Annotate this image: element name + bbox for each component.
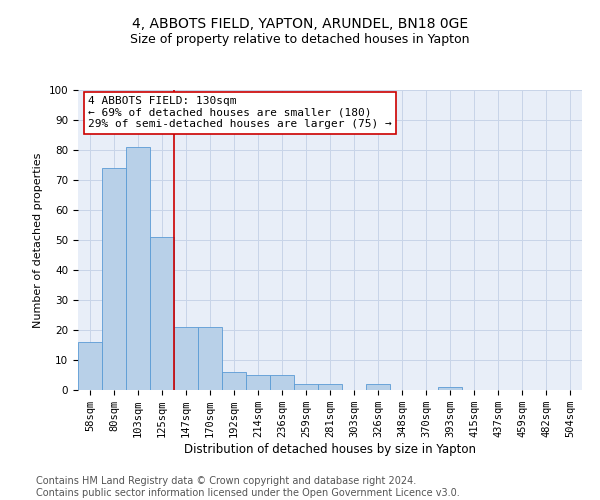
Bar: [294, 384, 318, 390]
Bar: [126, 147, 150, 390]
Bar: [174, 327, 198, 390]
Y-axis label: Number of detached properties: Number of detached properties: [33, 152, 43, 328]
Text: Contains HM Land Registry data © Crown copyright and database right 2024.
Contai: Contains HM Land Registry data © Crown c…: [36, 476, 460, 498]
Bar: [222, 372, 246, 390]
Bar: [366, 384, 390, 390]
Bar: [102, 168, 126, 390]
Bar: [318, 384, 342, 390]
Bar: [438, 387, 462, 390]
Bar: [78, 342, 102, 390]
Bar: [270, 375, 294, 390]
Text: 4 ABBOTS FIELD: 130sqm
← 69% of detached houses are smaller (180)
29% of semi-de: 4 ABBOTS FIELD: 130sqm ← 69% of detached…: [88, 96, 392, 129]
Bar: [198, 327, 222, 390]
Text: Size of property relative to detached houses in Yapton: Size of property relative to detached ho…: [130, 32, 470, 46]
X-axis label: Distribution of detached houses by size in Yapton: Distribution of detached houses by size …: [184, 443, 476, 456]
Bar: [150, 237, 174, 390]
Text: 4, ABBOTS FIELD, YAPTON, ARUNDEL, BN18 0GE: 4, ABBOTS FIELD, YAPTON, ARUNDEL, BN18 0…: [132, 18, 468, 32]
Bar: [246, 375, 270, 390]
